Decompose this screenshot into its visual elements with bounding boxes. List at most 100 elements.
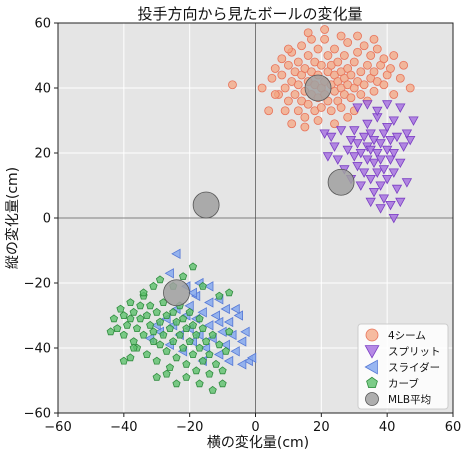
data-point — [236, 359, 247, 370]
data-point — [329, 142, 340, 152]
data-point — [382, 100, 393, 110]
data-point — [405, 83, 415, 93]
data-point — [205, 369, 214, 378]
data-point — [152, 307, 161, 316]
data-point — [179, 343, 188, 352]
data-point — [208, 330, 217, 339]
data-point — [146, 320, 155, 329]
data-point — [316, 103, 326, 112]
data-point — [155, 340, 165, 349]
data-point — [185, 337, 194, 346]
data-point — [162, 346, 171, 355]
data-point — [300, 112, 310, 122]
data-point — [109, 314, 119, 323]
legend-box — [357, 323, 449, 410]
data-point — [182, 372, 191, 381]
data-point — [270, 64, 280, 73]
series-circle-large — [163, 74, 355, 307]
data-point — [358, 168, 370, 178]
zero-axis-lines — [58, 23, 453, 413]
data-point — [290, 90, 300, 99]
data-point — [284, 44, 293, 54]
data-point — [185, 307, 194, 316]
data-point — [195, 314, 204, 323]
data-point — [339, 51, 349, 60]
data-point — [365, 197, 376, 208]
legend-marker — [364, 359, 378, 375]
data-point — [356, 90, 366, 99]
y-tick-label: −20 — [24, 277, 51, 292]
data-point — [303, 28, 313, 38]
data-point — [182, 359, 191, 368]
data-point — [264, 106, 274, 116]
data-point — [215, 291, 224, 300]
data-point — [385, 200, 396, 211]
data-point — [198, 356, 207, 365]
data-point — [332, 155, 343, 165]
data-point — [149, 281, 158, 290]
data-point — [204, 281, 214, 292]
data-point — [343, 38, 353, 47]
data-point — [165, 363, 174, 372]
data-point — [116, 304, 125, 313]
data-point — [365, 174, 376, 185]
data-point — [223, 355, 234, 367]
data-point — [359, 41, 369, 51]
data-point — [388, 213, 399, 224]
data-point — [184, 300, 194, 311]
data-point — [352, 139, 363, 149]
data-point — [362, 119, 373, 130]
data-point — [385, 155, 396, 165]
data-point — [297, 41, 306, 51]
data-point — [230, 303, 240, 315]
x-tick-label: 20 — [313, 420, 330, 435]
mlb-average-point — [163, 279, 190, 307]
x-axis-label: 横の変化量(cm) — [207, 434, 309, 451]
data-point — [228, 80, 237, 90]
data-point — [129, 343, 138, 352]
data-point — [198, 281, 207, 290]
data-point — [139, 288, 148, 297]
data-point — [172, 353, 181, 362]
data-point — [395, 158, 406, 169]
data-point — [129, 307, 138, 316]
data-point — [280, 83, 290, 93]
data-point — [355, 148, 366, 159]
data-point — [188, 350, 198, 359]
data-point — [119, 311, 128, 320]
data-point — [388, 116, 399, 126]
data-point — [195, 379, 204, 388]
data-point — [172, 317, 181, 326]
data-point — [287, 119, 297, 129]
x-tick-label: 60 — [445, 420, 462, 435]
data-point — [218, 379, 227, 388]
data-point — [316, 60, 326, 70]
data-point — [349, 126, 360, 136]
y-tick-label: 0 — [43, 212, 51, 227]
data-point — [375, 204, 386, 214]
data-point — [205, 350, 214, 359]
data-point — [204, 320, 214, 331]
data-point — [346, 93, 356, 103]
data-point — [187, 287, 198, 298]
data-point — [215, 340, 224, 349]
data-point — [320, 34, 330, 44]
data-point — [372, 106, 383, 117]
data-point — [182, 324, 191, 333]
mlb-average-point — [192, 191, 220, 219]
data-point — [136, 314, 145, 323]
data-point — [240, 326, 250, 337]
data-point — [372, 148, 383, 159]
data-point — [382, 123, 393, 133]
data-point — [379, 54, 389, 64]
data-point — [326, 106, 336, 116]
data-point — [123, 320, 132, 329]
data-point — [126, 314, 135, 323]
data-point — [293, 57, 303, 67]
y-tick-label: 40 — [34, 82, 51, 97]
data-point — [175, 330, 184, 339]
data-point — [221, 346, 230, 355]
data-point — [330, 44, 339, 54]
data-point — [391, 132, 403, 143]
data-point — [139, 330, 148, 339]
